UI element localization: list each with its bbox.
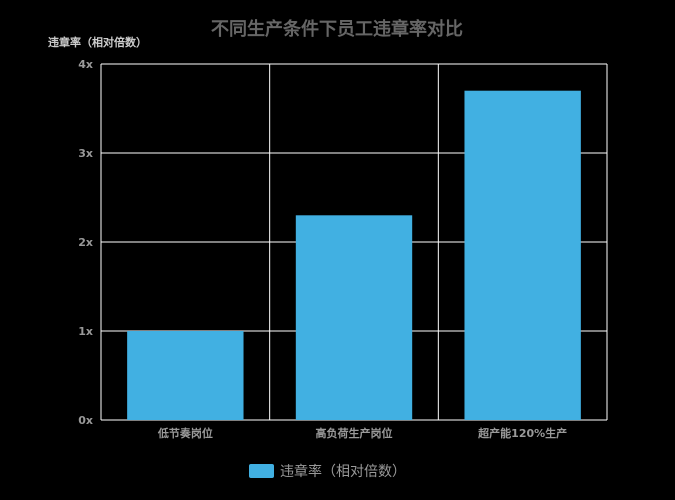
y-tick-label: 0x (78, 414, 93, 427)
x-tick-label: 高负荷生产岗位 (316, 426, 393, 440)
bars (127, 90, 581, 420)
x-tick-label: 超产能120%生产 (477, 426, 567, 440)
legend-swatch[interactable] (249, 464, 274, 478)
x-ticks: 低节奏岗位 高负荷生产岗位 超产能120%生产 (157, 426, 567, 440)
y-tick-label: 2x (78, 236, 93, 249)
legend[interactable]: 违章率（相对倍数） (249, 463, 406, 480)
chart-title: 不同生产条件下员工违章率对比 (211, 18, 463, 40)
legend-label[interactable]: 违章率（相对倍数） (280, 463, 406, 480)
y-tick-label: 3x (78, 147, 93, 160)
x-tick-label: 低节奏岗位 (157, 426, 213, 440)
y-tick-label: 1x (78, 325, 93, 338)
bar-1[interactable] (295, 215, 413, 420)
bar-2[interactable] (464, 90, 581, 420)
y-ticks: 0x 1x 2x 3x 4x (78, 58, 93, 427)
y-tick-label: 4x (78, 58, 93, 71)
y-axis-label: 违章率（相对倍数） (48, 35, 147, 49)
bar-0[interactable] (127, 331, 244, 420)
